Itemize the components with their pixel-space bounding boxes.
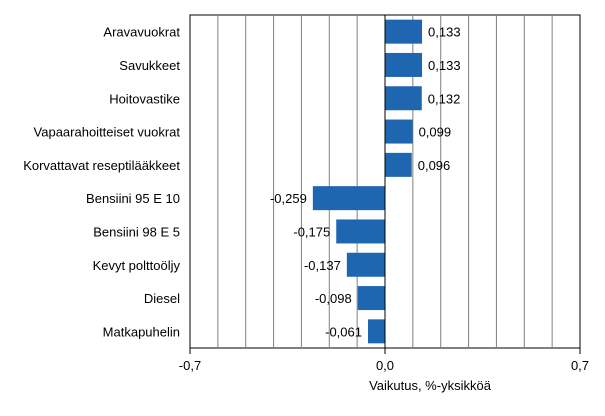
bar <box>368 319 385 344</box>
category-label: Aravavuokrat <box>103 25 180 40</box>
bar <box>385 86 422 111</box>
bar <box>385 19 423 44</box>
category-label: Vapaarahoitteiset vuokrat <box>34 125 181 140</box>
value-label: -0,137 <box>304 258 341 273</box>
value-label: -0,098 <box>315 291 352 306</box>
x-axis-ticks: -0,7 0,0 0,7 <box>179 348 589 373</box>
category-label: Bensiini 98 E 5 <box>93 224 180 239</box>
category-label: Korvattavat reseptilääkkeet <box>23 158 180 173</box>
gridlines <box>217 15 553 348</box>
bars <box>312 19 423 344</box>
value-label: -0,061 <box>325 324 362 339</box>
x-axis-title: Vaikutus, %-yksikköä <box>369 378 492 393</box>
category-labels: Aravavuokrat Savukkeet Hoitovastike Vapaara… <box>23 25 180 340</box>
category-label: Diesel <box>144 291 180 306</box>
x-tick-label: 0,7 <box>571 358 589 373</box>
x-tick-label: -0,7 <box>179 358 201 373</box>
value-label: -0,175 <box>293 224 330 239</box>
category-label: Hoitovastike <box>109 91 180 106</box>
bar <box>385 52 423 77</box>
value-label: 0,133 <box>428 58 461 73</box>
category-label: Kevyt polttoöljy <box>93 258 181 273</box>
bar <box>346 252 385 277</box>
value-label: 0,133 <box>428 25 461 40</box>
value-label: 0,096 <box>418 158 451 173</box>
bar <box>357 286 385 311</box>
bar <box>385 152 412 177</box>
category-label: Matkapuhelin <box>103 324 180 339</box>
bar <box>385 119 413 144</box>
bar <box>312 186 385 211</box>
category-label: Savukkeet <box>119 58 180 73</box>
category-label: Bensiini 95 E 10 <box>86 191 180 206</box>
value-label: 0,099 <box>419 125 452 140</box>
value-label: -0,259 <box>270 191 307 206</box>
bar <box>336 219 385 244</box>
value-labels: 0,133 0,133 0,132 0,099 0,096 -0,259 -0,175 -0,… <box>270 25 461 340</box>
x-tick-label: 0,0 <box>376 358 394 373</box>
value-label: 0,132 <box>428 91 461 106</box>
